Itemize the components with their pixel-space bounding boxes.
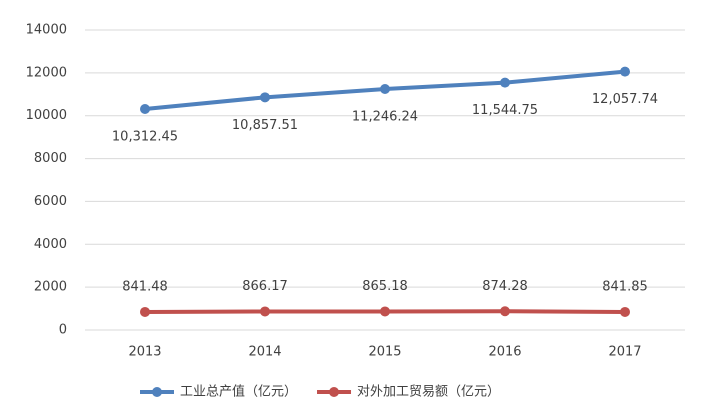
- marker: [620, 66, 630, 77]
- legend-label: 对外加工贸易额（亿元）: [357, 385, 500, 400]
- y-tick-label: 6000: [34, 194, 67, 209]
- marker: [260, 92, 270, 103]
- marker: [380, 306, 390, 317]
- y-tick-label: 12000: [26, 65, 67, 80]
- data-label: 11,544.75: [472, 103, 538, 118]
- marker: [140, 104, 150, 115]
- legend-marker: [329, 387, 340, 397]
- y-tick-label: 4000: [34, 237, 67, 252]
- marker: [620, 306, 630, 317]
- x-tick-label: 2014: [248, 345, 281, 360]
- data-label: 865.18: [362, 279, 408, 294]
- x-tick-label: 2017: [608, 345, 641, 360]
- y-tick-label: 2000: [34, 280, 67, 295]
- data-label: 866.17: [242, 279, 288, 294]
- data-label: 10,857.51: [232, 118, 298, 133]
- y-tick-label: 0: [59, 323, 67, 338]
- legend-marker: [152, 387, 162, 397]
- x-tick-label: 2016: [488, 345, 521, 360]
- marker: [260, 306, 270, 317]
- x-tick-label: 2015: [368, 345, 401, 360]
- data-label: 10,312.45: [112, 130, 178, 145]
- legend-label: 工业总产值（亿元）: [180, 384, 297, 400]
- data-label: 12,057.74: [592, 92, 658, 107]
- data-label: 841.85: [602, 279, 648, 294]
- marker: [140, 306, 150, 317]
- y-tick-label: 14000: [26, 23, 67, 38]
- marker: [500, 77, 510, 88]
- data-label: 841.48: [122, 279, 168, 294]
- marker: [500, 306, 510, 317]
- marker: [380, 84, 390, 95]
- y-tick-label: 10000: [26, 108, 67, 123]
- x-tick-label: 2013: [128, 345, 161, 360]
- data-label: 11,246.24: [352, 110, 418, 125]
- y-tick-label: 8000: [34, 151, 67, 166]
- data-label: 874.28: [482, 279, 528, 294]
